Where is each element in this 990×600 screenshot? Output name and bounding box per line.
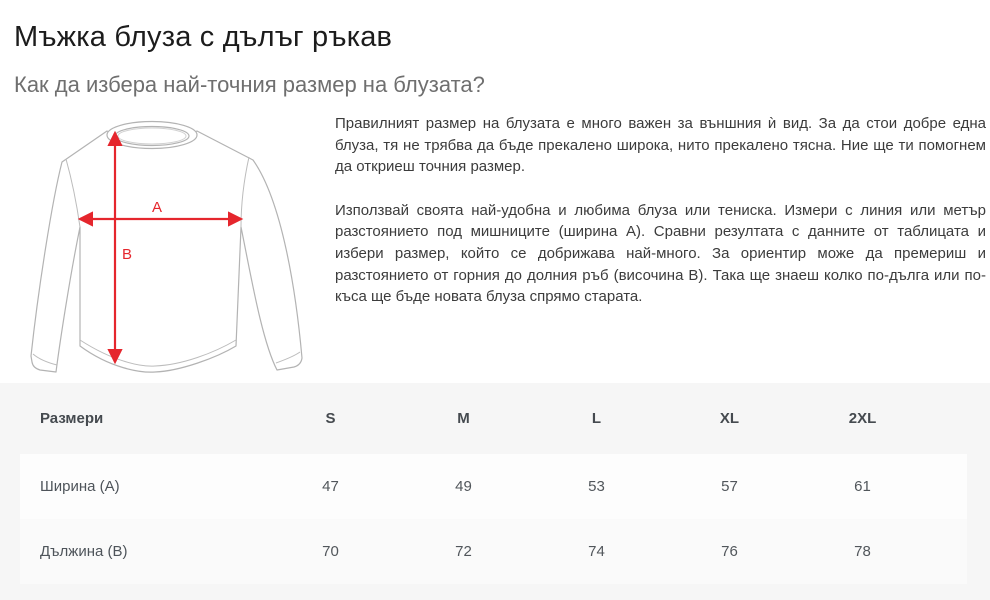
- shirt-illustration: A B: [30, 120, 303, 373]
- size-value: 53: [588, 478, 605, 495]
- column-header-sizes: Размери: [40, 410, 104, 427]
- row-length-b: Дължина (B) 70 72 74 76 78: [20, 519, 967, 584]
- right-cuff-seam: [275, 351, 301, 364]
- shirt-size-diagram: A B: [30, 106, 310, 378]
- size-value: 61: [854, 478, 871, 495]
- row-width-a: Ширина (A) 47 49 53 57 61: [20, 454, 967, 519]
- size-value: 78: [854, 543, 871, 560]
- left-cuff-seam: [32, 353, 58, 366]
- intro-paragraph-2: Използвай своята най-удобна и любима блу…: [335, 201, 986, 306]
- length-label-b: B: [122, 246, 132, 263]
- size-value: 70: [322, 543, 339, 560]
- page-subtitle: Как да избера най-точния размер на блуза…: [14, 72, 485, 97]
- column-header-s: S: [325, 410, 336, 427]
- size-value: 74: [588, 543, 605, 560]
- size-value: 72: [455, 543, 472, 560]
- width-label-a: A: [152, 199, 162, 216]
- collar-inner: [114, 125, 190, 147]
- column-header-l: L: [591, 410, 602, 427]
- intro-text: Правилният размер на блузата е много важ…: [335, 113, 986, 308]
- size-value: 76: [721, 543, 738, 560]
- column-header-2xl: 2XL: [848, 410, 877, 427]
- size-value: 49: [455, 478, 472, 495]
- size-value: 57: [721, 478, 738, 495]
- intro-paragraph-1: Правилният размер на блузата е много важ…: [335, 115, 986, 176]
- column-header-xl: XL: [719, 410, 740, 427]
- column-header-m: M: [457, 410, 470, 427]
- row-label: Дължина (B): [40, 543, 128, 560]
- size-table: Размери S M L XL 2XL Ширина (A) 47 49 53…: [20, 383, 967, 584]
- table-header-row: Размери S M L XL 2XL: [20, 383, 967, 454]
- size-table-section: Размери S M L XL 2XL Ширина (A) 47 49 53…: [0, 383, 990, 600]
- shirt-outline: [30, 130, 303, 373]
- page-title: Мъжка блуза с дълъг ръкав: [14, 21, 393, 53]
- size-value: 47: [322, 478, 339, 495]
- row-label: Ширина (A): [40, 478, 120, 495]
